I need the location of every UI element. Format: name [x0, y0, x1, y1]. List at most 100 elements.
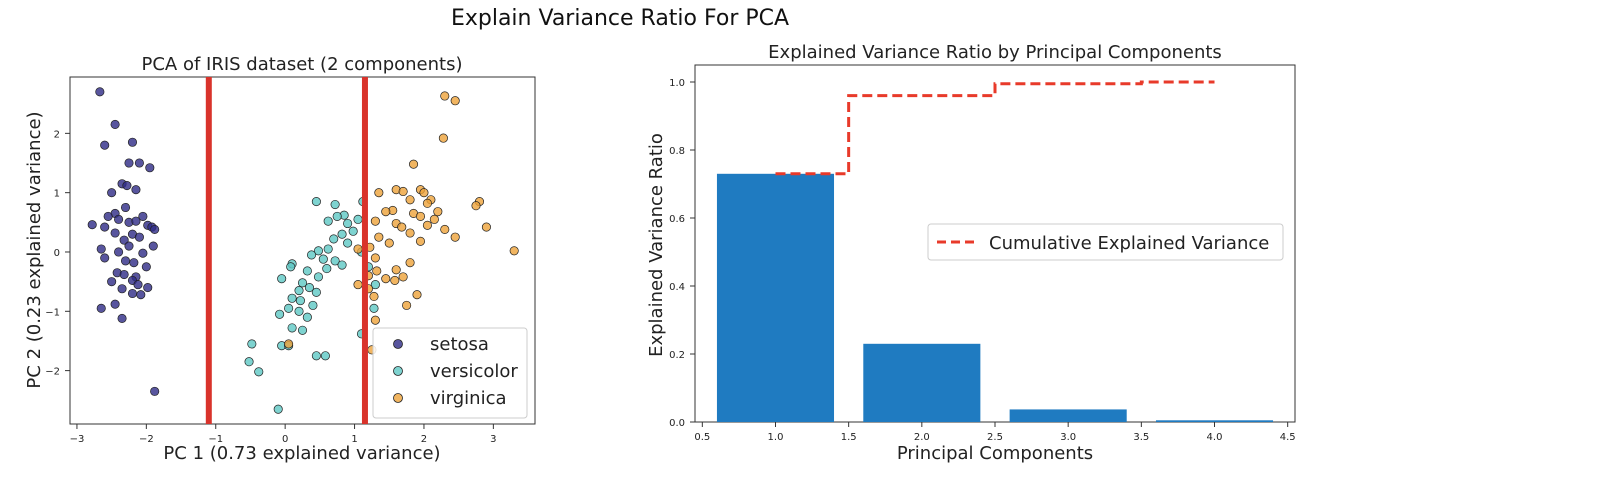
- scatter-ticks: −3 −2 −1 0 1 2 3 −2 −1 0 1 2: [45, 129, 496, 445]
- scatter-point-versicolor: [287, 293, 297, 303]
- scatter-point-versicolor: [313, 272, 324, 282]
- scatter-point-setosa: [136, 290, 146, 300]
- scatter-point-virginica: [405, 258, 415, 268]
- scatter-point-versicolor: [277, 274, 287, 284]
- scatter-point-versicolor: [302, 266, 312, 276]
- scatter-point-setosa: [150, 386, 160, 396]
- scatter-point-setosa: [117, 313, 127, 323]
- scatter-point-setosa: [141, 262, 151, 272]
- scatter-point-virginica: [422, 220, 432, 230]
- legend-marker-versicolor: [393, 366, 403, 376]
- scatter-point-setosa: [95, 87, 105, 97]
- scatter-legend-box: [372, 327, 528, 419]
- scatter-y-tick-label: 1: [54, 189, 60, 200]
- page-title: Explain Variance Ratio For PCA: [450, 6, 790, 31]
- scatter-x-tick-label: 0: [282, 434, 288, 445]
- scatter-x-tick-label: 2: [421, 434, 427, 445]
- scatter-point-setosa: [120, 256, 131, 266]
- scatter-point-setosa: [119, 235, 129, 245]
- scatter-point-versicolor: [318, 254, 328, 264]
- bar-x-tick-label: 3.5: [1133, 432, 1149, 443]
- scatter-point-versicolor: [323, 244, 333, 254]
- legend-label-cumulative: Cumulative Explained Variance: [989, 233, 1269, 254]
- scatter-point-versicolor: [306, 250, 317, 260]
- scatter-point-virginica: [384, 238, 394, 248]
- scatter-point-versicolor: [244, 357, 254, 367]
- scatter-point-virginica: [471, 201, 481, 211]
- bar-pc3: [1009, 409, 1127, 422]
- bar-y-tick-label: 0.2: [669, 350, 685, 361]
- scatter-point-virginica: [402, 300, 412, 310]
- scatter-point-versicolor: [330, 256, 340, 266]
- scatter-point-versicolor: [337, 229, 347, 239]
- scatter-legend: setosa versicolor virginica: [372, 327, 528, 419]
- bar-x-tick-label: 2.0: [914, 432, 930, 443]
- scatter-x-tick-label: −2: [139, 434, 154, 445]
- scatter-point-versicolor: [369, 303, 379, 313]
- bar-legend-box: [927, 223, 1284, 261]
- scatter-point-versicolor: [322, 264, 332, 274]
- scatter-point-virginica: [408, 159, 419, 169]
- scatter-point-setosa: [110, 119, 120, 130]
- bars: [716, 173, 1274, 422]
- scatter-point-virginica: [353, 280, 363, 290]
- scatter-point-virginica: [422, 198, 432, 208]
- scatter-x-tick-label: 1: [351, 434, 357, 445]
- scatter-point-setosa: [138, 211, 148, 221]
- scatter-point-versicolor: [308, 300, 318, 310]
- scatter-point-virginica: [419, 188, 429, 198]
- bar-x-axis-label: Principal Components: [897, 443, 1093, 464]
- scatter-point-virginica: [440, 91, 450, 101]
- scatter-point-versicolor: [348, 226, 358, 236]
- scatter-point-setosa: [138, 248, 148, 258]
- scatter-point-setosa: [129, 258, 139, 268]
- scatter-point-virginica: [412, 290, 422, 300]
- scatter-point-versicolor: [297, 278, 308, 288]
- scatter-point-virginica: [433, 207, 443, 217]
- scatter-y-tick-label: 2: [54, 129, 60, 140]
- scatter-point-setosa: [100, 253, 110, 263]
- bar-y-tick-label: 0.8: [669, 146, 685, 157]
- scatter-point-virginica: [450, 96, 460, 106]
- scatter-point-setosa: [100, 222, 110, 232]
- scatter-point-versicolor: [254, 367, 264, 377]
- scatter-y-tick-label: 0: [54, 248, 60, 259]
- bar-chart-title: Explained Variance Ratio by Principal Co…: [768, 42, 1222, 63]
- scatter-point-setosa: [110, 299, 120, 309]
- bar-y-tick-label: 0.4: [669, 282, 685, 293]
- scatter-point-versicolor: [273, 404, 283, 414]
- scatter-point-virginica: [415, 211, 426, 221]
- scatter-point-versicolor: [247, 339, 257, 349]
- scatter-point-setosa: [122, 180, 132, 191]
- bar-x-tick-label: 2.5: [987, 432, 1003, 443]
- scatter-point-setosa: [127, 288, 138, 299]
- scatter-point-setosa: [114, 247, 124, 257]
- scatter-y-tick-label: −2: [45, 367, 60, 378]
- bar-ticks: 0.5 1.0 1.5 2.0 2.5 3.0 3.5 4.0 4.5 0.0 0.2 0.4 0.6 0…: [669, 78, 1296, 443]
- scatter-point-virginica: [440, 224, 450, 234]
- scatter-point-virginica: [284, 339, 294, 349]
- scatter-point-virginica: [374, 188, 384, 198]
- scatter-point-versicolor: [297, 325, 308, 335]
- scatter-point-virginica: [405, 228, 415, 238]
- scatter-point-virginica: [438, 133, 448, 143]
- scatter-point-versicolor: [329, 234, 339, 244]
- scatter-point-setosa: [103, 211, 113, 221]
- scatter-point-virginica: [353, 244, 363, 254]
- scatter-point-versicolor: [286, 262, 296, 272]
- bar-x-tick-label: 1.5: [841, 432, 857, 443]
- scatter-point-versicolor: [295, 296, 305, 306]
- bar-x-tick-label: 4.5: [1280, 432, 1296, 443]
- scatter-point-versicolor: [313, 246, 324, 256]
- scatter-point-virginica: [381, 274, 391, 284]
- bar-pc4: [1155, 420, 1274, 422]
- scatter-point-versicolor: [311, 197, 321, 207]
- bar-y-tick-label: 0.6: [669, 214, 685, 225]
- scatter-point-virginica: [374, 232, 384, 242]
- scatter-point-virginica: [391, 265, 401, 275]
- scatter-point-versicolor: [294, 306, 304, 316]
- scatter-point-versicolor: [320, 351, 330, 361]
- scatter-y-axis-label: PC 2 (0.23 explained variance): [24, 111, 45, 388]
- bar-pc2: [863, 343, 981, 422]
- scatter-point-virginica: [390, 275, 400, 286]
